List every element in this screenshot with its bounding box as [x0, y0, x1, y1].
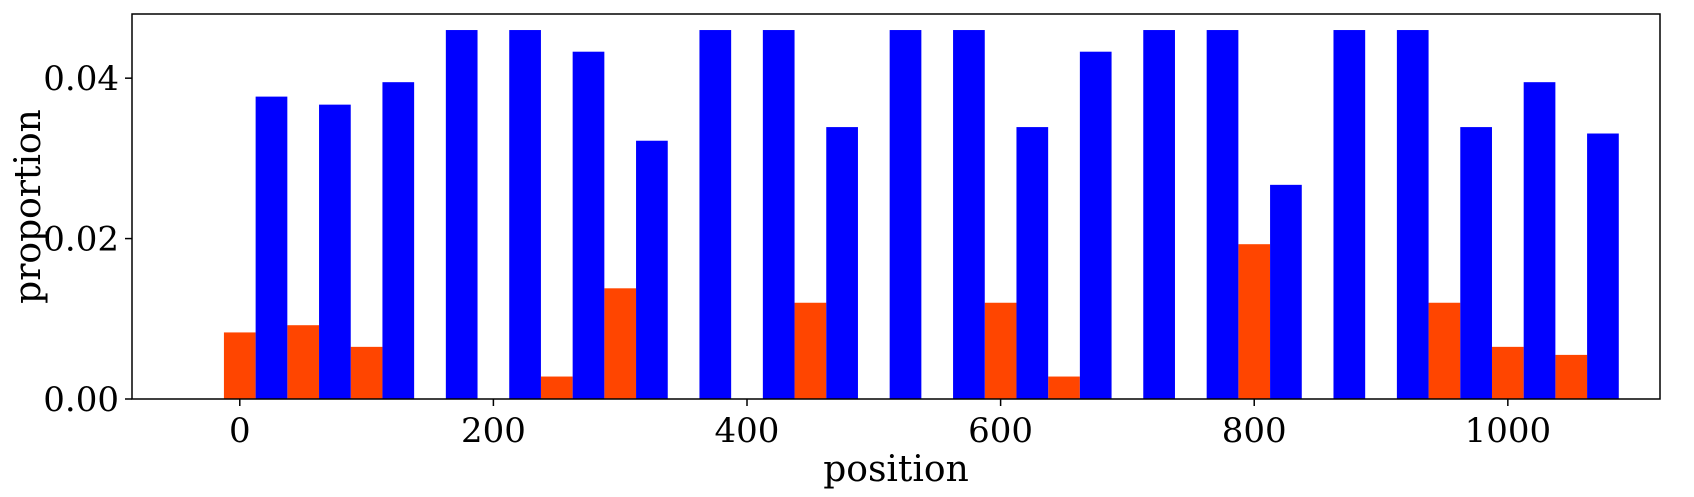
- bar-series1-600: [984, 302, 1017, 399]
- y-tick-label: 0.02: [43, 220, 119, 260]
- bar-series1-800: [1238, 244, 1271, 399]
- bar-series2-1025: [1523, 82, 1556, 400]
- bar-series1-1050: [1555, 354, 1588, 399]
- x-axis-label: position: [823, 449, 969, 490]
- bar-series2-525: [889, 30, 922, 399]
- bar-series2-225: [509, 30, 541, 399]
- bar-series1-950: [1428, 302, 1461, 399]
- bar-series1-300: [604, 288, 637, 399]
- bar-series2-425: [762, 30, 795, 399]
- bar-series2-1075: [1587, 133, 1619, 399]
- x-tick-label: 200: [461, 411, 526, 451]
- bar-series1-250: [540, 376, 573, 399]
- bar-series2-375: [699, 30, 732, 399]
- bar-series2-625: [1016, 127, 1049, 399]
- bar-series2-275: [572, 51, 605, 399]
- bar-series2-75: [319, 104, 351, 399]
- plot-frame: [131, 13, 1661, 400]
- bar-series2-725: [1143, 30, 1175, 399]
- bar-series2-875: [1333, 30, 1366, 399]
- y-tick-label: 0.00: [43, 380, 119, 420]
- bar-series1-0: [223, 332, 256, 399]
- bar-series2-125: [382, 82, 415, 400]
- y-tick-label: 0.04: [43, 59, 119, 99]
- ticks-layer: 0 200 400 600 800 1000 0.00 0.02 0.04: [43, 59, 1551, 451]
- bar-series1-450: [794, 302, 827, 399]
- bar-series1-100: [350, 346, 383, 399]
- bar-series2-975: [1460, 127, 1492, 399]
- bar-series1-1000: [1491, 346, 1524, 399]
- bar-series1-50: [287, 325, 320, 399]
- bar-series1-650: [1048, 376, 1080, 399]
- x-tick-label: 0: [229, 411, 251, 451]
- x-tick-label: 800: [1222, 411, 1287, 451]
- bar-series2-675: [1079, 51, 1112, 399]
- bar-series2-925: [1396, 30, 1429, 399]
- bar-series2-475: [826, 127, 858, 399]
- bar-series2-25: [255, 96, 288, 400]
- bar-series2-825: [1270, 184, 1302, 399]
- x-tick-label: 1000: [1465, 411, 1552, 451]
- bars-layer: [223, 30, 1619, 400]
- bar-series2-575: [953, 30, 985, 399]
- bar-series2-775: [1206, 30, 1239, 399]
- y-axis-label: proportion: [8, 109, 49, 304]
- x-tick-label: 600: [968, 411, 1033, 451]
- x-tick-label: 400: [715, 411, 780, 451]
- bar-series2-325: [636, 140, 668, 400]
- bar-series2-175: [445, 30, 478, 399]
